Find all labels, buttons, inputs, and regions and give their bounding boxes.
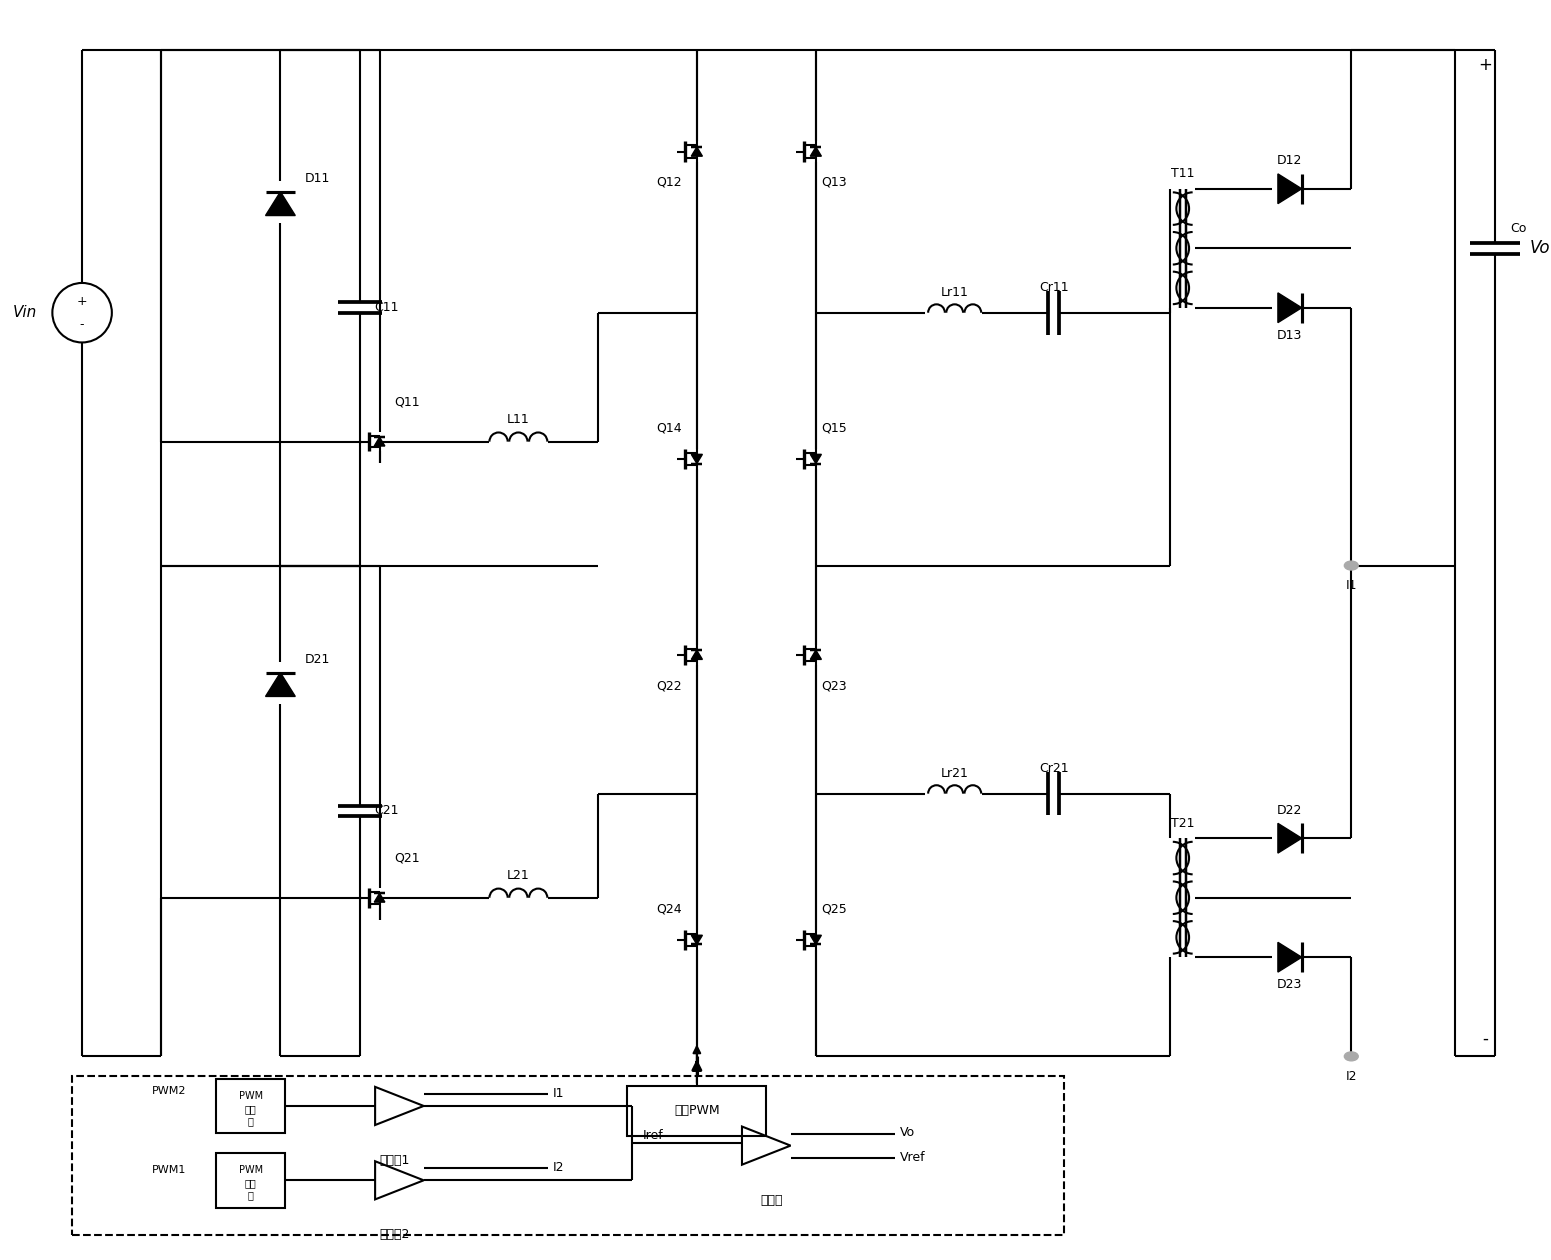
Text: Q22: Q22 <box>656 679 682 692</box>
Text: PWM1: PWM1 <box>152 1166 186 1176</box>
Text: 器: 器 <box>248 1191 254 1201</box>
Polygon shape <box>265 192 295 215</box>
Text: Lr11: Lr11 <box>941 286 969 300</box>
Text: PWM: PWM <box>239 1166 262 1176</box>
Text: Q25: Q25 <box>820 902 847 916</box>
FancyBboxPatch shape <box>216 1153 285 1207</box>
Text: -: - <box>1483 1029 1487 1047</box>
Polygon shape <box>374 893 385 902</box>
Polygon shape <box>1278 174 1301 204</box>
Text: Q11: Q11 <box>394 396 420 408</box>
Polygon shape <box>810 650 822 659</box>
Text: Vo: Vo <box>900 1126 915 1139</box>
Text: D13: D13 <box>1276 329 1303 341</box>
Text: 开环PWM: 开环PWM <box>675 1105 720 1118</box>
Polygon shape <box>692 147 703 156</box>
Text: Q23: Q23 <box>820 679 847 692</box>
Polygon shape <box>810 147 822 156</box>
Polygon shape <box>810 935 822 945</box>
Polygon shape <box>374 437 385 446</box>
Text: D21: D21 <box>306 653 330 667</box>
Text: 发生: 发生 <box>245 1178 256 1188</box>
Text: Iref: Iref <box>642 1129 664 1142</box>
Text: Q12: Q12 <box>656 176 682 189</box>
Text: I2: I2 <box>1346 1070 1357 1082</box>
Text: PWM: PWM <box>239 1091 262 1101</box>
FancyBboxPatch shape <box>73 1076 1064 1235</box>
Text: C11: C11 <box>375 301 399 314</box>
Ellipse shape <box>1345 1052 1359 1061</box>
Text: D12: D12 <box>1276 155 1303 168</box>
Polygon shape <box>692 650 703 659</box>
Polygon shape <box>1278 292 1301 323</box>
Text: C21: C21 <box>375 804 399 818</box>
Text: I2: I2 <box>554 1160 565 1174</box>
FancyBboxPatch shape <box>216 1079 285 1133</box>
Text: Q15: Q15 <box>820 422 847 435</box>
Text: Vin: Vin <box>14 305 37 320</box>
Text: Lr21: Lr21 <box>941 767 969 780</box>
Text: +: + <box>78 295 87 309</box>
FancyBboxPatch shape <box>628 1086 766 1135</box>
Text: I1: I1 <box>1346 578 1357 592</box>
Text: Vo: Vo <box>1529 239 1551 257</box>
Text: 器: 器 <box>248 1116 254 1126</box>
Text: D11: D11 <box>306 173 330 185</box>
Text: L21: L21 <box>507 869 530 882</box>
Polygon shape <box>1278 823 1301 853</box>
Text: 电流环2: 电流环2 <box>380 1228 409 1241</box>
Text: T21: T21 <box>1171 816 1194 830</box>
Text: +: + <box>1478 55 1492 74</box>
Text: 电压环: 电压环 <box>760 1193 783 1207</box>
Text: Cr21: Cr21 <box>1039 762 1069 775</box>
Text: -: - <box>79 318 84 331</box>
Polygon shape <box>692 455 703 464</box>
Text: Q14: Q14 <box>656 422 682 435</box>
Text: D23: D23 <box>1276 979 1303 992</box>
Text: Cr11: Cr11 <box>1039 281 1069 295</box>
Polygon shape <box>810 455 822 464</box>
Text: PWM2: PWM2 <box>152 1086 186 1096</box>
Ellipse shape <box>1345 561 1359 570</box>
Text: 发生: 发生 <box>245 1104 256 1114</box>
Text: 电流环1: 电流环1 <box>380 1154 409 1167</box>
Text: Co: Co <box>1511 222 1526 234</box>
Text: Vref: Vref <box>900 1150 926 1164</box>
Polygon shape <box>265 673 295 697</box>
Text: L11: L11 <box>507 413 530 426</box>
Text: Q21: Q21 <box>394 852 420 864</box>
Text: Q24: Q24 <box>656 902 682 916</box>
Polygon shape <box>692 935 703 945</box>
Polygon shape <box>1278 942 1301 971</box>
Text: T11: T11 <box>1171 168 1194 180</box>
Text: Q13: Q13 <box>820 176 847 189</box>
Text: D22: D22 <box>1276 804 1303 816</box>
Text: I1: I1 <box>554 1086 565 1100</box>
